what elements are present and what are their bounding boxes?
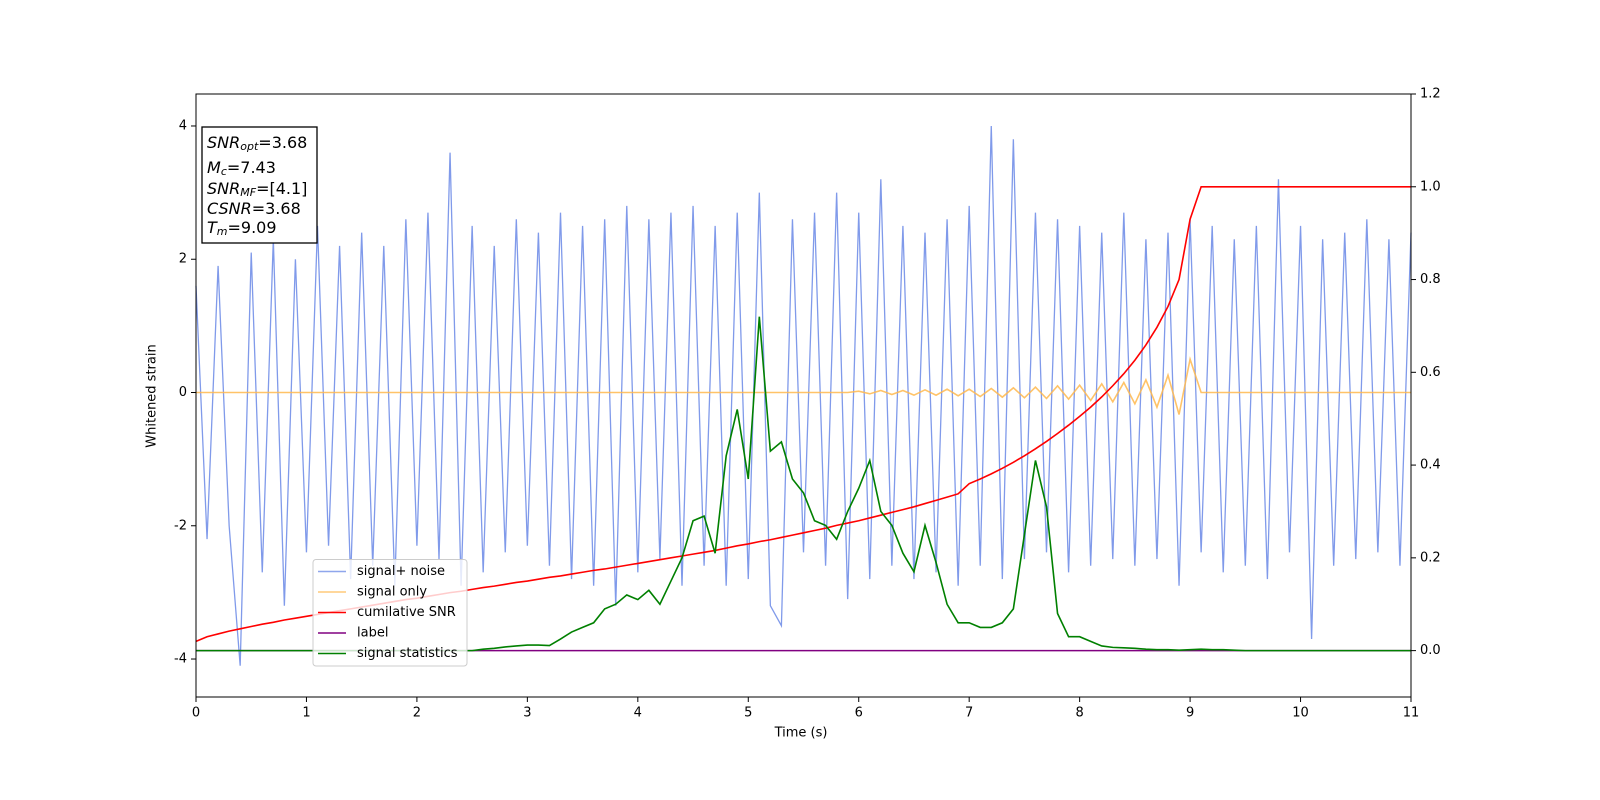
y-tick-label: 0 xyxy=(179,385,187,400)
annotation-subscript: m xyxy=(217,225,228,238)
annotation-value: =7.43 xyxy=(227,158,276,177)
y2-tick-label: 0.8 xyxy=(1420,272,1441,287)
y2-tick-label: 1.0 xyxy=(1420,179,1441,194)
legend-box xyxy=(312,559,468,667)
annotation-symbol: M xyxy=(207,158,221,177)
series-line xyxy=(196,356,1411,415)
y2-tick-label: 0.2 xyxy=(1420,550,1441,565)
annotation-value: =[4.1] xyxy=(256,179,307,198)
legend-label: signal only xyxy=(357,585,427,600)
plot-frame xyxy=(195,93,1412,698)
y-tick-label: 4 xyxy=(179,118,187,133)
x-tick-label: 5 xyxy=(744,706,752,721)
x-tick-label: 2 xyxy=(413,706,421,721)
x-tick-label: 4 xyxy=(634,706,642,721)
y-axis-label: Whitened strain xyxy=(145,344,160,447)
legend-label: signal statistics xyxy=(357,646,458,661)
x-tick-label: 1 xyxy=(302,706,310,721)
x-tick-label: 9 xyxy=(1186,706,1194,721)
y-tick-label: -2 xyxy=(174,518,187,533)
annotation-line: Tm=9.09 xyxy=(207,218,277,239)
x-tick-label: 11 xyxy=(1403,706,1420,721)
annotation-value: =3.68 xyxy=(258,133,307,152)
x-tick-label: 10 xyxy=(1292,706,1309,721)
annotation-value: =3.68 xyxy=(252,199,301,218)
annotation-symbol: T xyxy=(207,218,218,237)
annotation-symbol: CSNR xyxy=(207,199,252,218)
legend-label: label xyxy=(357,626,388,641)
annotation-value: =9.09 xyxy=(228,218,277,237)
annotation-line: Mc=7.43 xyxy=(207,158,276,179)
x-tick-label: 3 xyxy=(523,706,531,721)
x-tick-label: 7 xyxy=(965,706,973,721)
y2-tick-label: 0.4 xyxy=(1420,458,1441,473)
y2-tick-label: 1.2 xyxy=(1420,87,1441,102)
legend-label: signal+ noise xyxy=(357,564,445,579)
annotation-line: CSNR=3.68 xyxy=(207,199,301,218)
annotation-symbol: SNR xyxy=(207,179,240,198)
x-tick-label: 6 xyxy=(855,706,863,721)
annotation-line: SNRMF=[4.1] xyxy=(207,179,307,200)
legend-label: cumilative SNR xyxy=(357,605,456,620)
y-tick-label: -4 xyxy=(174,652,187,667)
annotation-box xyxy=(201,126,318,244)
x-tick-label: 8 xyxy=(1075,706,1083,721)
y2-tick-label: 0.6 xyxy=(1420,365,1441,380)
y-tick-label: 2 xyxy=(179,252,187,267)
annotation-subscript: MF xyxy=(240,186,256,199)
annotation-symbol: SNR xyxy=(207,133,240,152)
annotation-subscript: c xyxy=(221,165,227,178)
x-tick-label: 0 xyxy=(192,706,200,721)
x-axis-label: Time (s) xyxy=(774,726,828,741)
y2-tick-label: 0.0 xyxy=(1420,643,1441,658)
annotation-subscript: opt xyxy=(240,140,259,153)
series-line xyxy=(195,125,1412,666)
annotation-line: SNRopt=3.68 xyxy=(207,133,307,154)
